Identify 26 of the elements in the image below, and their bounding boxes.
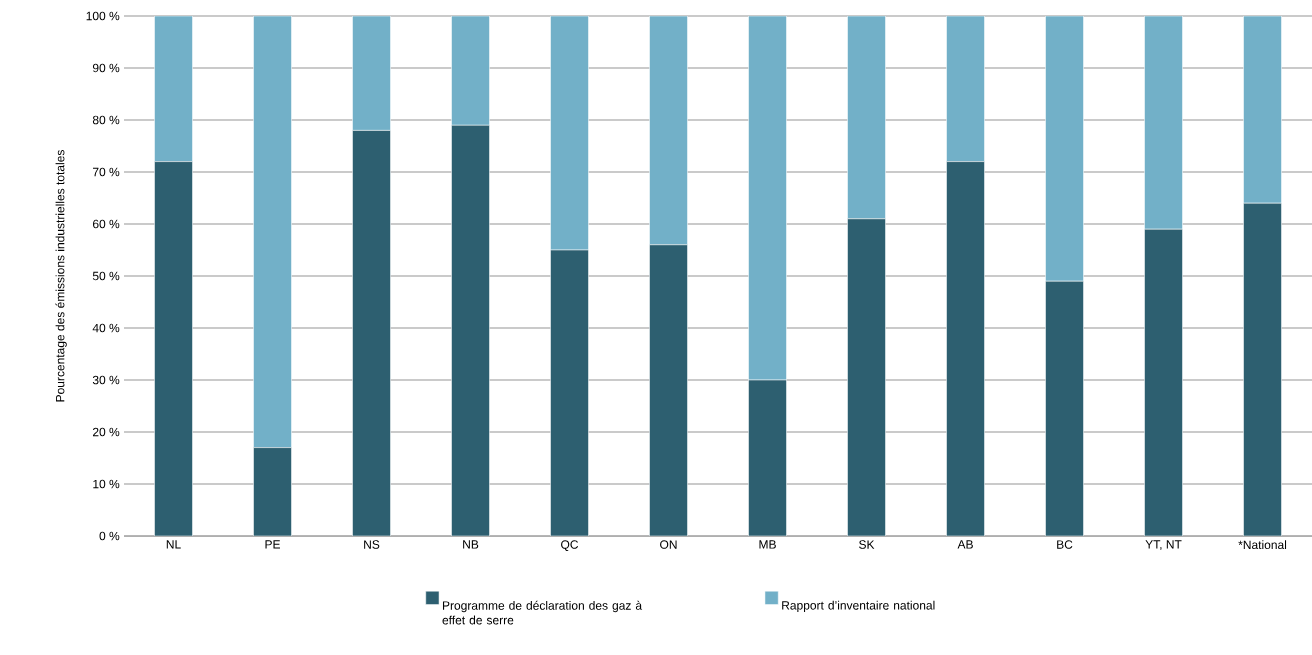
- x-tick-label: ON: [660, 540, 677, 549]
- y-tick-label: 40 %: [92, 323, 120, 333]
- x-tick-label: NL: [166, 540, 181, 549]
- x-tick-label: PE: [265, 540, 280, 549]
- y-tick-label: 0 %: [99, 531, 120, 541]
- x-tick-label: NS: [364, 540, 380, 549]
- y-tick-label: 90 %: [92, 63, 120, 73]
- y-tick-label: 10 %: [93, 479, 120, 489]
- y-tick-label: 100 %: [86, 11, 120, 21]
- y-tick-label: 80 %: [92, 115, 120, 125]
- y-axis-title: Pourcentage des émissions industrielles totales: [55, 150, 67, 402]
- x-tick-label: BC: [1057, 540, 1073, 549]
- x-tick-label: *National: [1238, 540, 1287, 550]
- y-tick-label: 20 %: [92, 427, 120, 437]
- y-tick-label: 60 %: [92, 219, 120, 229]
- x-tick-label: MB: [759, 540, 776, 549]
- legend-label: Rapport d’inventaire national: [782, 600, 935, 613]
- y-tick-label: 50 %: [92, 271, 120, 281]
- y-tick-label: 70 %: [92, 167, 120, 177]
- legend-label: Programme de déclaration des gaz à effet de serre: [442, 600, 643, 625]
- x-tick-label: NB: [463, 540, 479, 549]
- x-tick-label: SK: [859, 540, 875, 549]
- x-tick-label: YT, NT: [1145, 540, 1182, 551]
- x-tick-label: QC: [561, 540, 579, 552]
- x-tick-label: AB: [957, 540, 973, 549]
- y-tick-label: 30 %: [92, 375, 120, 385]
